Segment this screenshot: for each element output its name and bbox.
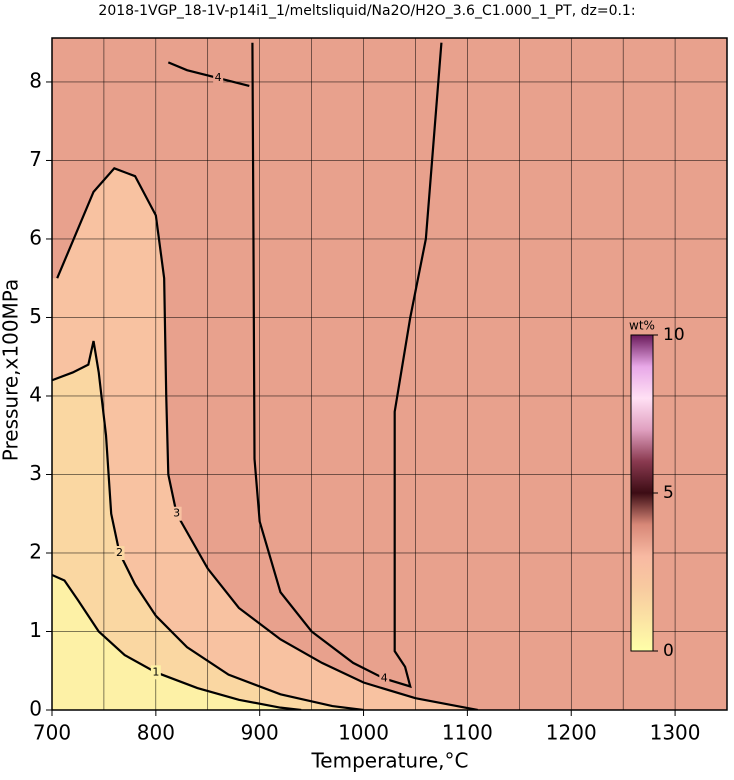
y-tick-label: 4 (29, 382, 42, 406)
x-tick-label: 800 (137, 721, 175, 745)
y-tick-label: 3 (29, 461, 42, 485)
colorbar-tick-label: 10 (663, 325, 685, 345)
contour-label-bg (171, 506, 182, 521)
contour-label: 4 (381, 672, 388, 685)
y-tick-label: 6 (29, 225, 42, 249)
colorbar-tick-label: 0 (663, 641, 674, 661)
colorbar (630, 334, 654, 652)
x-tick-label: 1300 (650, 721, 701, 745)
plot-frame (51, 37, 728, 711)
contour-label-bg (114, 545, 125, 560)
contour-line (52, 573, 302, 710)
colorbar-tick-label: 5 (663, 483, 674, 503)
contour-label-bg (379, 671, 390, 686)
y-tick-label: 5 (29, 304, 42, 328)
y-axis-label: Pressure,x100MPa (0, 279, 23, 461)
y-tick-label: 8 (29, 68, 42, 92)
x-tick-label: 1000 (338, 721, 389, 745)
contour-label-bg (150, 665, 161, 680)
contour-fill (52, 341, 364, 710)
y-tick-label: 7 (29, 147, 42, 171)
plot-area: 1 2 3 4 4 (52, 38, 727, 710)
y-tick-label: 0 (29, 697, 42, 721)
x-tick-label: 700 (33, 721, 71, 745)
x-tick-label: 1200 (546, 721, 597, 745)
y-tick-label: 2 (29, 539, 42, 563)
contour-fill (52, 574, 302, 710)
y-tick-label: 1 (29, 618, 42, 642)
contour-label: 4 (215, 71, 222, 84)
x-tick-label: 900 (241, 721, 279, 745)
contour-line (167, 61, 250, 87)
x-tick-label: 1100 (442, 721, 493, 745)
contour-label: 3 (173, 507, 180, 520)
chart-title: 2018-1VGP_18-1V-p14i1_1/meltsliquid/Na2O… (98, 3, 635, 19)
x-axis-label: Temperature,°C (310, 749, 468, 773)
colorbar-label: wt% (629, 319, 655, 333)
contour-fill (52, 168, 478, 710)
contour-label-bg (213, 71, 224, 86)
contour-label: 1 (152, 665, 159, 678)
contour-label: 2 (116, 546, 123, 559)
